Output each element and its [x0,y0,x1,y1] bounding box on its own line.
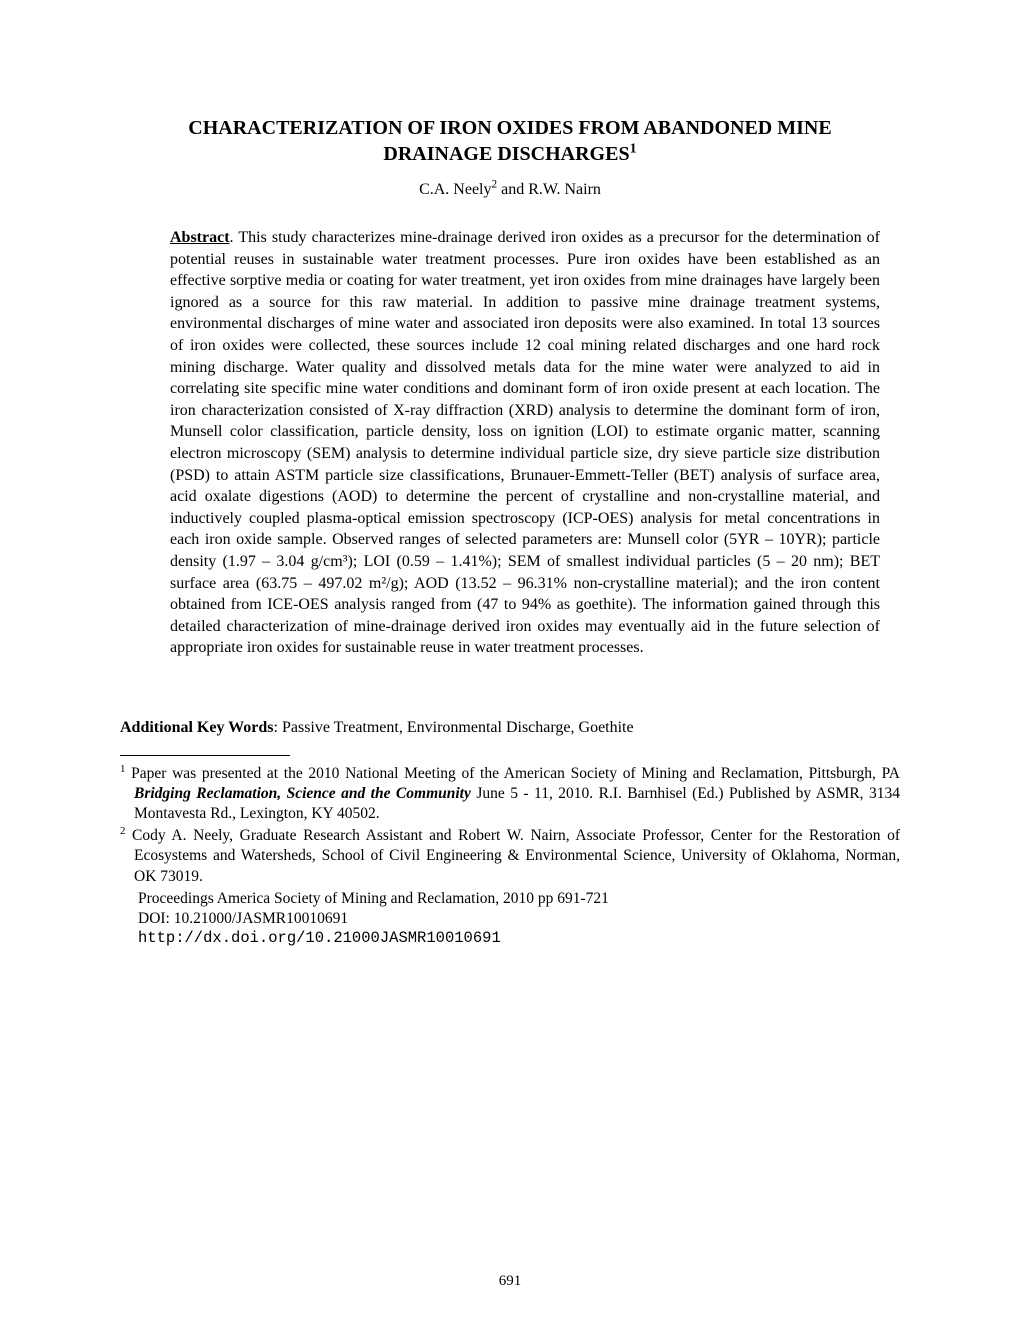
footnote-2: 2 Cody A. Neely, Graduate Research Assis… [120,826,900,886]
footnote-divider [120,755,290,756]
abstract-section: Abstract. This study characterizes mine-… [120,227,900,659]
paper-title: CHARACTERIZATION OF IRON OXIDES FROM ABA… [120,115,900,167]
footnote-1-pre: Paper was presented at the 2010 National… [125,765,900,782]
page-number: 691 [0,1273,1020,1290]
abstract-body: . This study characterizes mine-drainage… [170,229,880,656]
footnote-1: 1 Paper was presented at the 2010 Nation… [120,764,900,824]
proceedings-line: Proceedings America Society of Mining an… [120,889,900,909]
keywords-label: Additional Key Words [120,719,274,736]
author-1: C.A. Neely [419,181,491,198]
keywords-section: Additional Key Words: Passive Treatment,… [120,719,900,737]
abstract-label: Abstract [170,229,230,246]
footnote-1-italic: Bridging Reclamation, Science and the Co… [134,785,471,802]
title-superscript: 1 [630,141,637,156]
authors-line: C.A. Neely2 and R.W. Nairn [120,181,900,199]
footnote-2-text: Cody A. Neely, Graduate Research Assista… [125,827,900,884]
title-line-1: CHARACTERIZATION OF IRON OXIDES FROM ABA… [188,117,831,139]
keywords-text: : Passive Treatment, Environmental Disch… [274,719,634,736]
doi-link[interactable]: http://dx.doi.org/10.21000JASMR10010691 [120,929,501,947]
doi-line: DOI: 10.21000/JASMR10010691 [120,909,900,929]
author-2: and R.W. Nairn [497,181,601,198]
title-line-2: DRAINAGE DISCHARGES [383,143,629,165]
